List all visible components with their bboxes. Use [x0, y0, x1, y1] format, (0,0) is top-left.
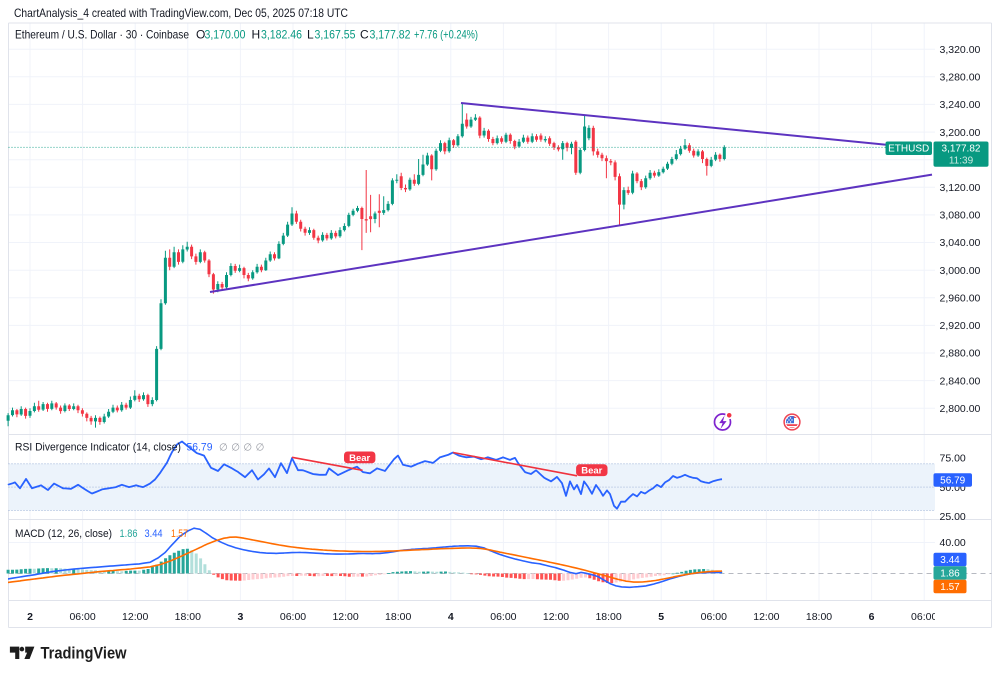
svg-text:12:00: 12:00: [543, 611, 569, 623]
svg-text:12:00: 12:00: [122, 611, 148, 623]
svg-text:3.44: 3.44: [145, 528, 163, 540]
svg-text:3,000.00: 3,000.00: [940, 265, 981, 277]
svg-text:∅: ∅: [256, 442, 265, 453]
svg-text:40.00: 40.00: [940, 537, 966, 549]
svg-text:56.79: 56.79: [187, 441, 213, 453]
svg-text:2,960.00: 2,960.00: [940, 293, 981, 305]
svg-text:3,080.00: 3,080.00: [940, 210, 981, 222]
svg-text:1.86: 1.86: [120, 528, 138, 540]
svg-text:Ethereum / U.S. Dollar · 30 ·: Ethereum / U.S. Dollar · 30 · Coinbase: [15, 27, 189, 41]
svg-text:12:00: 12:00: [332, 611, 358, 623]
svg-text:3,200.00: 3,200.00: [940, 127, 981, 139]
svg-text:Bear: Bear: [581, 466, 602, 477]
svg-text:75.00: 75.00: [940, 453, 966, 465]
svg-text:+7.76 (+0.24%): +7.76 (+0.24%): [414, 27, 478, 41]
svg-text:O: O: [196, 27, 205, 41]
svg-text:1.57: 1.57: [171, 528, 188, 540]
svg-text:3,320.00: 3,320.00: [940, 44, 981, 56]
svg-text:∅: ∅: [219, 442, 228, 453]
svg-text:06:00: 06:00: [701, 611, 727, 623]
svg-text:12:00: 12:00: [753, 611, 779, 623]
svg-text:5: 5: [658, 611, 664, 623]
svg-text:3,040.00: 3,040.00: [940, 237, 981, 249]
svg-text:3,177.82: 3,177.82: [370, 27, 411, 41]
svg-text:3,170.00: 3,170.00: [205, 27, 246, 41]
svg-text:11:39: 11:39: [949, 155, 974, 166]
svg-text:18:00: 18:00: [806, 611, 832, 623]
svg-text:2,800.00: 2,800.00: [940, 403, 981, 415]
svg-text:2,880.00: 2,880.00: [940, 348, 981, 360]
svg-text:H: H: [252, 27, 261, 41]
svg-text:1.57: 1.57: [940, 582, 960, 593]
svg-text:2: 2: [27, 611, 33, 623]
svg-text:3,167.55: 3,167.55: [315, 27, 356, 41]
svg-text:25.00: 25.00: [940, 511, 966, 523]
svg-text:3: 3: [237, 611, 243, 623]
svg-text:3,280.00: 3,280.00: [940, 72, 981, 84]
svg-text:06:00: 06:00: [280, 611, 306, 623]
svg-text:06:00: 06:00: [911, 611, 937, 623]
svg-text:ETHUSD: ETHUSD: [888, 144, 929, 155]
svg-text:2,840.00: 2,840.00: [940, 375, 981, 387]
svg-text:4: 4: [448, 611, 454, 623]
svg-text:ChartAnalysis_4 created with T: ChartAnalysis_4 created with TradingView…: [14, 6, 348, 20]
svg-text:1.86: 1.86: [940, 569, 960, 580]
svg-text:L: L: [307, 27, 314, 41]
svg-text:3.44: 3.44: [940, 555, 960, 566]
svg-text:2,920.00: 2,920.00: [940, 320, 981, 332]
svg-text:Bear: Bear: [349, 453, 370, 464]
svg-text:∅: ∅: [231, 442, 240, 453]
svg-text:18:00: 18:00: [595, 611, 621, 623]
svg-text:18:00: 18:00: [175, 611, 201, 623]
svg-text:3,182.46: 3,182.46: [261, 27, 302, 41]
svg-text:3,240.00: 3,240.00: [940, 99, 981, 111]
svg-text:06:00: 06:00: [69, 611, 95, 623]
svg-text:∅: ∅: [243, 442, 252, 453]
svg-text:TradingView: TradingView: [41, 645, 127, 663]
svg-text:6: 6: [869, 611, 875, 623]
svg-text:3,120.00: 3,120.00: [940, 182, 981, 194]
svg-text:MACD (12, 26, close): MACD (12, 26, close): [15, 528, 112, 540]
svg-text:06:00: 06:00: [490, 611, 516, 623]
svg-text:18:00: 18:00: [385, 611, 411, 623]
svg-text:56.79: 56.79: [940, 475, 965, 486]
svg-text:RSI Divergence Indicator (14,: RSI Divergence Indicator (14, close): [15, 441, 181, 453]
svg-text:3,177.82: 3,177.82: [942, 144, 981, 155]
svg-text:C: C: [360, 27, 369, 41]
